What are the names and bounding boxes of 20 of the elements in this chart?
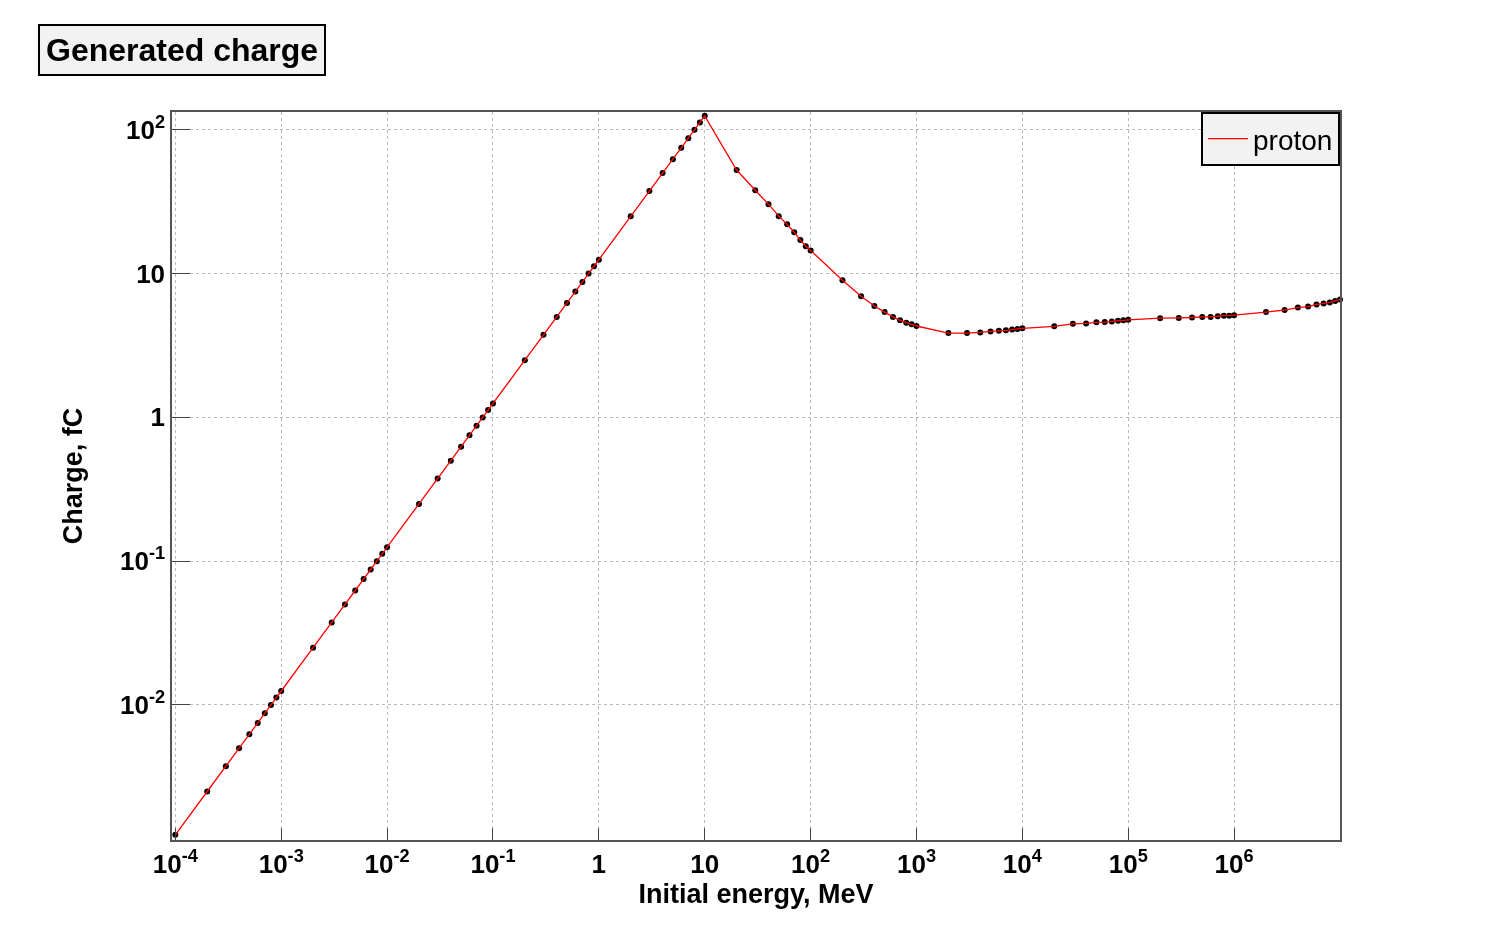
y-axis-title: Charge, fC xyxy=(57,407,88,545)
y-tick-label: 10 xyxy=(136,258,166,289)
x-tick-label: 10$^{-2}$ xyxy=(364,846,410,879)
x-axis-title: Initial energy, MeV xyxy=(638,878,874,909)
x-tick-label: 10$^{-3}$ xyxy=(258,846,304,879)
legend-label: proton xyxy=(1253,124,1333,156)
y-tick-label: 10$^{-2}$ xyxy=(119,687,166,721)
x-tick-label: 10$^{6}$ xyxy=(1214,846,1254,879)
x-tick-label: 10$^{5}$ xyxy=(1108,846,1148,879)
y-tick-label: 10$^{2}$ xyxy=(126,111,166,145)
x-tick-label: 10$^{3}$ xyxy=(896,846,937,879)
x-tick-label: 10 xyxy=(690,848,720,879)
y-tick-label: 1 xyxy=(150,402,166,433)
x-tick-label: 10$^{-4}$ xyxy=(152,846,199,879)
x-tick-label: 10$^{4}$ xyxy=(1002,846,1043,879)
x-tick-label: 1 xyxy=(591,848,607,879)
chart-title: Generated charge xyxy=(46,32,319,68)
x-tick-label: 10$^{2}$ xyxy=(791,846,831,879)
x-tick-label: 10$^{-1}$ xyxy=(470,846,516,879)
y-tick-label: 10$^{-1}$ xyxy=(119,543,166,577)
